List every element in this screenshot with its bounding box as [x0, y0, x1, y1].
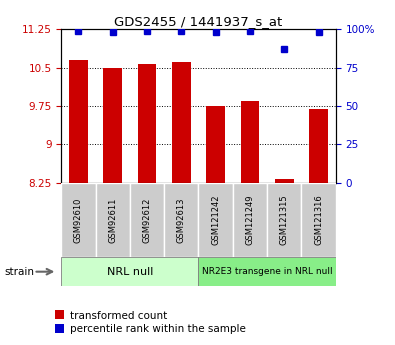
Text: GSM121249: GSM121249: [245, 195, 254, 245]
Text: GSM92610: GSM92610: [74, 197, 83, 243]
FancyBboxPatch shape: [267, 183, 301, 257]
FancyBboxPatch shape: [130, 183, 164, 257]
FancyBboxPatch shape: [164, 183, 198, 257]
Text: percentile rank within the sample: percentile rank within the sample: [70, 325, 246, 334]
Bar: [172, 61, 191, 183]
FancyBboxPatch shape: [61, 183, 96, 257]
Text: NR2E3 transgene in NRL null: NR2E3 transgene in NRL null: [202, 267, 333, 276]
Text: GSM121316: GSM121316: [314, 195, 323, 245]
FancyBboxPatch shape: [198, 183, 233, 257]
Text: GSM121242: GSM121242: [211, 195, 220, 245]
Text: GSM92613: GSM92613: [177, 197, 186, 243]
Text: strain: strain: [4, 267, 34, 277]
FancyBboxPatch shape: [301, 183, 336, 257]
Bar: [309, 109, 328, 183]
FancyBboxPatch shape: [96, 183, 130, 257]
Text: GSM121315: GSM121315: [280, 195, 289, 245]
Bar: [137, 64, 156, 183]
Text: GSM92612: GSM92612: [143, 197, 152, 243]
FancyBboxPatch shape: [233, 183, 267, 257]
FancyBboxPatch shape: [61, 257, 198, 286]
Bar: [275, 179, 294, 183]
Bar: [206, 106, 225, 183]
FancyBboxPatch shape: [198, 257, 336, 286]
Text: NRL null: NRL null: [107, 267, 153, 277]
Text: GSM92611: GSM92611: [108, 197, 117, 243]
Text: transformed count: transformed count: [70, 311, 167, 321]
Bar: [69, 60, 88, 183]
Bar: [103, 68, 122, 183]
Title: GDS2455 / 1441937_s_at: GDS2455 / 1441937_s_at: [115, 15, 282, 28]
Bar: [241, 101, 260, 183]
